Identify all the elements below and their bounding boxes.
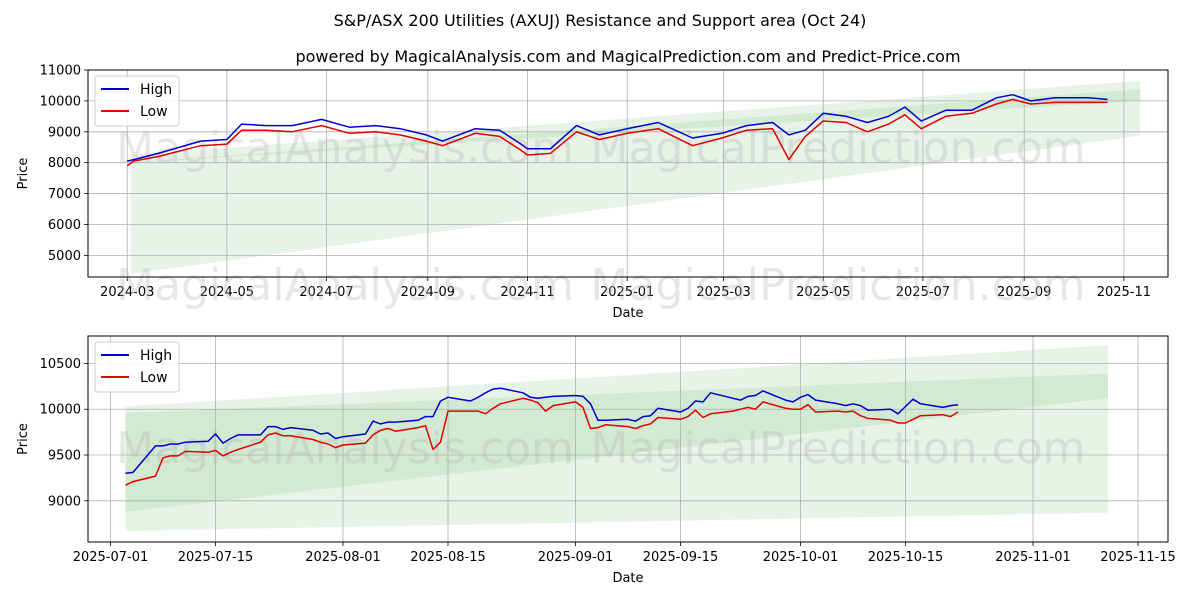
- series-line-low: [126, 98, 1108, 167]
- x-tick-label: 2025-01: [600, 285, 654, 300]
- legend-label-high: High: [140, 348, 172, 364]
- plot-frame: [87, 69, 1169, 278]
- x-tick-label: 2025-09-01: [538, 550, 614, 565]
- y-tick-label: 10000: [40, 403, 81, 418]
- band-outer: [130, 80, 1141, 274]
- x-tick-label: 2024-11: [500, 285, 554, 300]
- y-axis-label: Price: [16, 423, 31, 455]
- x-tick-label: 2025-11: [1097, 285, 1151, 300]
- legend-label-high: High: [140, 82, 172, 98]
- x-tick-label: 2025-07-15: [178, 550, 254, 565]
- band-inner: [130, 89, 1141, 163]
- x-tick-label: 2025-11-15: [1100, 550, 1176, 565]
- y-tick-label: 7000: [48, 187, 81, 202]
- x-tick-label: 2024-03: [100, 285, 154, 300]
- watermark-text: MagicalAnalysis.com: [116, 260, 574, 311]
- x-tick-label: 2025-08-01: [305, 550, 381, 565]
- legend: High Low: [94, 341, 180, 393]
- y-tick-label: 8000: [48, 156, 81, 171]
- series-line-high: [127, 93, 1108, 162]
- plot-frame: [87, 335, 1169, 543]
- y-tick-label: 11000: [40, 64, 81, 79]
- watermark-text: MagicalAnalysis.com: [116, 123, 574, 174]
- series-line-high: [125, 387, 959, 475]
- legend-label-low: Low: [140, 370, 168, 386]
- x-tick-label: 2025-07: [896, 285, 950, 300]
- y-tick-label: 6000: [48, 218, 81, 233]
- x-tick-label: 2025-09-15: [643, 550, 719, 565]
- y-tick-label: 5000: [48, 249, 81, 264]
- x-tick-label: 2025-05: [796, 285, 850, 300]
- band-inner: [125, 373, 1108, 512]
- x-tick-label: 2025-03: [696, 285, 750, 300]
- x-tick-label: 2025-11-01: [995, 550, 1071, 565]
- y-tick-label: 9000: [48, 494, 81, 509]
- series-line-low: [125, 397, 959, 486]
- top-chart-panel: 2024-03 2024-05 2024-07 2024-09 2024-11 2025-…: [16, 64, 1169, 321]
- x-tick-label: 2025-10-15: [868, 550, 944, 565]
- x-tick-label: 2024-05: [200, 285, 254, 300]
- x-axis-label: Date: [612, 571, 643, 586]
- chart-title: S&P/ASX 200 Utilities (AXUJ) Resistance …: [334, 11, 867, 30]
- x-tick-label: 2024-09: [401, 285, 455, 300]
- y-tick-label: 10000: [40, 94, 81, 109]
- x-axis-label: Date: [612, 306, 643, 321]
- y-tick-label: 10500: [40, 357, 81, 372]
- x-tick-label: 2025-07-01: [73, 550, 149, 565]
- chart-subtitle: powered by MagicalAnalysis.com and Magic…: [295, 47, 960, 66]
- bottom-chart-panel: 2025-07-01 2025-07-15 2025-08-01 2025-08-15…: [16, 335, 1176, 586]
- y-tick-label: 9500: [48, 449, 81, 464]
- watermark-text: MagicalAnalysis.com: [116, 423, 574, 474]
- watermark-text: MagicalPrediction.com: [591, 123, 1086, 174]
- x-tick-label: 2025-08-15: [410, 550, 486, 565]
- x-tick-label: 2024-07: [299, 285, 353, 300]
- legend: High Low: [94, 75, 180, 127]
- x-tick-label: 2025-10-01: [763, 550, 839, 565]
- legend-label-low: Low: [140, 104, 168, 120]
- watermark-text: MagicalPrediction.com: [591, 260, 1086, 311]
- y-axis-label: Price: [16, 158, 31, 190]
- y-tick-label: 9000: [48, 125, 81, 140]
- x-tick-label: 2025-09: [997, 285, 1051, 300]
- watermark-text: MagicalPrediction.com: [591, 423, 1086, 474]
